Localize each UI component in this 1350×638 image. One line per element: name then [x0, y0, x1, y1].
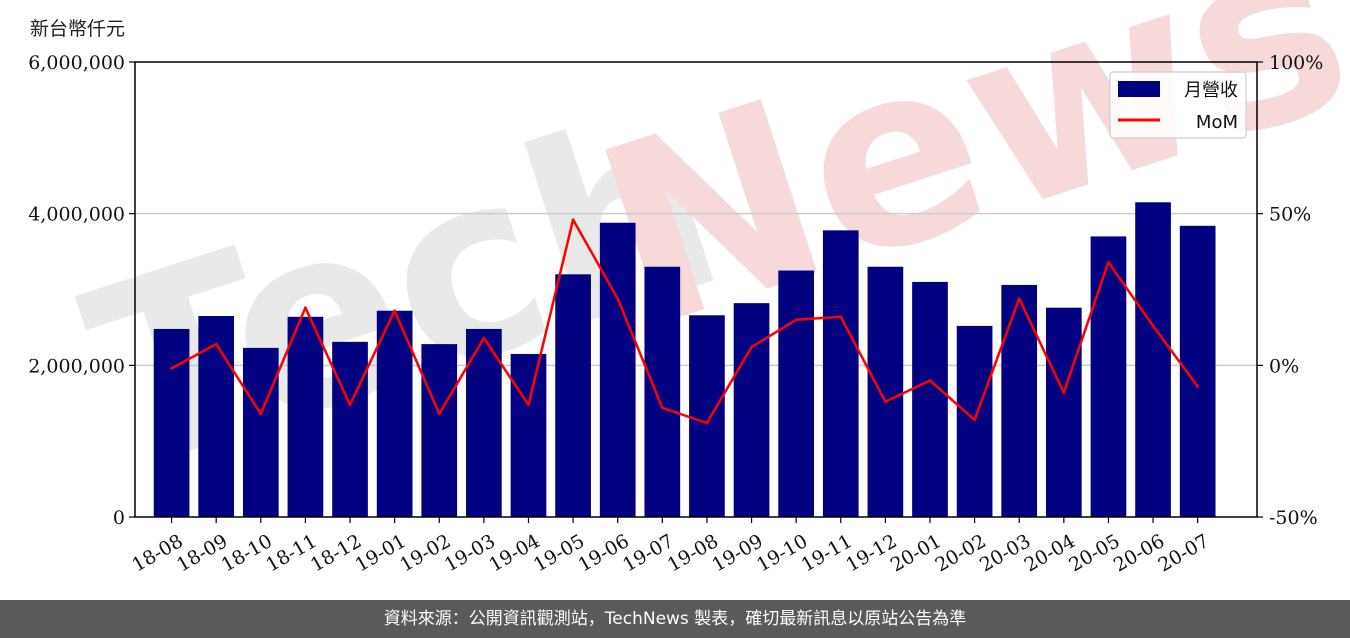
mom-point-19-03	[482, 336, 486, 340]
mom-point-19-06	[616, 297, 620, 300]
x-tick-label-19-08: 19-08	[664, 530, 722, 576]
mom-point-20-04	[1062, 391, 1066, 394]
y-axis-unit-label: 新台幣仟元	[30, 18, 126, 40]
bar-19-10	[778, 270, 814, 517]
x-tick-label-20-03: 20-03	[976, 530, 1034, 576]
mom-point-18-08	[170, 367, 173, 370]
x-tick-label-20-05: 20-05	[1065, 530, 1123, 576]
y-left-tick-label: 0	[113, 507, 125, 529]
x-tick-label-19-02: 19-02	[396, 530, 454, 576]
bar-20-06	[1135, 202, 1171, 517]
mom-point-20-06	[1151, 324, 1155, 328]
x-tick-label-19-05: 19-05	[530, 530, 588, 576]
mom-point-20-03	[1017, 297, 1021, 300]
x-tick-label-19-11: 19-11	[798, 530, 856, 576]
y-right-tick-label: 0%	[1269, 355, 1299, 377]
y-right-tick-label: 50%	[1269, 204, 1311, 226]
x-tick-label-19-04: 19-04	[485, 530, 543, 576]
chart-svg: TechNews02,000,0004,000,0006,000,000-50%…	[28, 0, 1350, 576]
x-tick-label-19-01: 19-01	[351, 530, 409, 576]
mom-line	[171, 218, 1199, 425]
bar-18-12	[332, 341, 368, 517]
x-tick-label-19-09: 19-09	[708, 530, 766, 576]
mom-point-19-11	[839, 315, 843, 319]
bar-20-01	[912, 281, 948, 517]
y-right-tick-label: -50%	[1269, 507, 1318, 529]
x-tick-label-20-06: 20-06	[1110, 530, 1168, 576]
mom-point-19-02	[437, 412, 441, 416]
mom-point-19-08	[705, 421, 709, 425]
mom-point-18-11	[304, 306, 307, 310]
y-left-tick-label: 6,000,000	[28, 52, 125, 74]
x-tick-label-20-01: 20-01	[887, 530, 945, 576]
x-tick-label-18-08: 18-08	[128, 530, 186, 576]
chart: 新台幣仟元 Tech News 0 2,000,000 4,000,000 6,000,0…	[28, 0, 1350, 576]
plot-frame	[134, 61, 1258, 518]
x-tick-label-20-07: 20-07	[1155, 530, 1213, 576]
bar-19-08	[689, 315, 725, 517]
bar-19-07	[644, 266, 681, 517]
bar-18-08	[153, 328, 190, 517]
mom-point-19-04	[527, 403, 530, 407]
mom-point-20-02	[973, 418, 976, 422]
y-right-tick-label: 100%	[1269, 52, 1323, 74]
x-tick-label-19-07: 19-07	[619, 530, 677, 576]
y-left-tick-label: 2,000,000	[28, 355, 125, 377]
legend-label-line: MoM	[1196, 112, 1238, 133]
legend-label-bar: 月營收	[1184, 80, 1238, 101]
y-left-tick-label: 4,000,000	[28, 204, 125, 226]
bar-18-11	[287, 316, 324, 517]
mom-point-19-05	[571, 218, 575, 222]
mom-point-19-09	[750, 345, 753, 349]
bar-20-02	[956, 325, 993, 517]
x-tick-label-20-02: 20-02	[931, 530, 989, 576]
bar-19-01	[376, 310, 413, 517]
x-tick-label-19-03: 19-03	[441, 530, 499, 576]
x-tick-label-18-09: 18-09	[173, 530, 231, 576]
mom-point-19-10	[794, 318, 798, 322]
bar-19-05	[555, 274, 591, 517]
bar-19-12	[867, 266, 904, 517]
bar-20-03	[1001, 284, 1038, 517]
x-tick-label-18-12: 18-12	[307, 530, 365, 576]
bar-18-10	[242, 347, 279, 517]
legend-swatch-bar	[1118, 81, 1160, 97]
mom-point-19-01	[393, 309, 396, 313]
x-tick-label-18-10: 18-10	[218, 530, 276, 576]
bar-19-04	[510, 353, 547, 517]
bar-20-04	[1045, 307, 1082, 517]
mom-point-20-07	[1196, 385, 1199, 388]
x-tick-label-19-10: 19-10	[753, 530, 811, 576]
bar-20-05	[1090, 236, 1127, 517]
bar-19-09	[733, 303, 770, 517]
bar-19-02	[421, 344, 458, 517]
mom-point-19-07	[661, 406, 664, 410]
bar-19-06	[599, 222, 636, 517]
mom-point-18-09	[214, 342, 218, 346]
mom-point-18-12	[348, 403, 352, 407]
x-tick-label-19-06: 19-06	[575, 530, 633, 576]
bar-19-11	[822, 230, 859, 517]
mom-point-20-01	[928, 379, 932, 382]
mom-point-19-12	[884, 400, 887, 404]
x-tick-label-19-12: 19-12	[842, 530, 900, 576]
x-tick-label-20-04: 20-04	[1021, 530, 1079, 576]
source-footer: 資料來源：公開資訊觀測站，TechNews 製表，確切最新訊息以原站公告為準	[0, 600, 1350, 638]
x-tick-label-18-11: 18-11	[262, 530, 320, 576]
mom-point-18-10	[259, 412, 263, 416]
mom-point-20-05	[1107, 260, 1110, 264]
